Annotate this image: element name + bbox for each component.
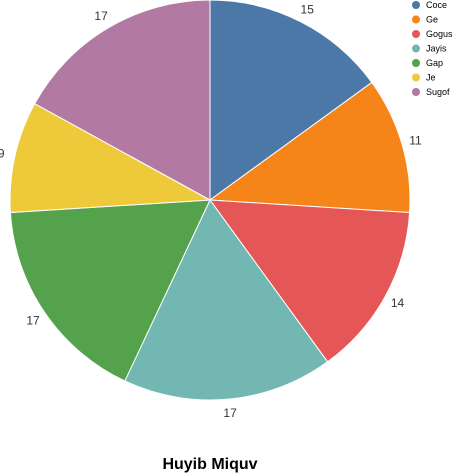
legend-symbol-sugof — [412, 88, 420, 96]
legend-symbol-gogus — [412, 30, 420, 38]
legend-label-ge: Ge — [426, 15, 438, 25]
pie-slices — [10, 0, 410, 400]
legend-label-coce: Coce — [426, 0, 447, 10]
legend-label-je: Je — [426, 73, 436, 83]
data-label-coce: 15 — [301, 2, 315, 16]
data-label-gap: 17 — [26, 313, 40, 327]
data-label-je: 9 — [0, 146, 5, 160]
data-label-sugof: 17 — [94, 9, 108, 23]
legend-symbol-ge — [412, 16, 420, 24]
legend-label-jayis: Jayis — [426, 44, 447, 54]
legend-symbol-jayis — [412, 45, 420, 53]
legend-symbol-gap — [412, 59, 420, 67]
legend-label-gap: Gap — [426, 58, 443, 68]
legend-label-sugof: Sugof — [426, 87, 450, 97]
legend-label-gogus: Gogus — [426, 29, 453, 39]
legend-symbol-je — [412, 74, 420, 82]
data-label-gogus: 14 — [391, 296, 405, 310]
chart-title: Huyib Miquv — [162, 456, 257, 473]
data-label-jayis: 17 — [223, 406, 237, 420]
legend: Coce Ge Gogus Jayis Gap Je Sugof — [412, 0, 453, 97]
data-label-ge: 11 — [409, 133, 422, 147]
legend-symbol-coce — [412, 1, 420, 9]
